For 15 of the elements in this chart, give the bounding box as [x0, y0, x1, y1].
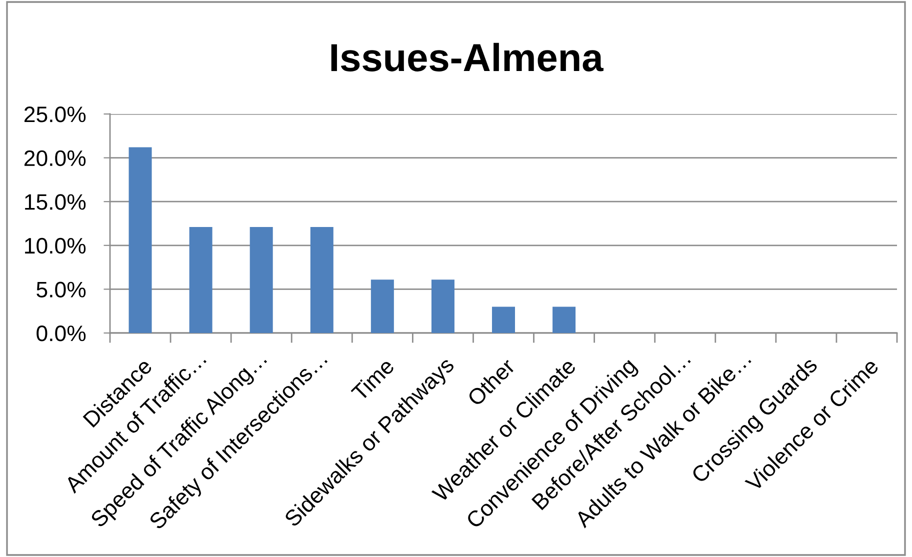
y-tick-label: 25.0% [24, 106, 86, 122]
bar [431, 280, 454, 333]
y-tick-label: 10.0% [25, 238, 86, 254]
y-tick-label: 15.0% [25, 194, 86, 210]
bar [492, 306, 515, 333]
bar [552, 306, 576, 333]
y-tick-label: 0.0% [36, 326, 86, 342]
chart-title: Issues-Almena [331, 42, 604, 72]
bar [189, 227, 212, 333]
y-tick-label: 20.0% [24, 150, 86, 166]
bar [250, 227, 273, 333]
bar [370, 280, 394, 333]
bar [128, 147, 152, 333]
bar [310, 227, 334, 333]
y-tick-label: 5.0% [36, 282, 86, 298]
